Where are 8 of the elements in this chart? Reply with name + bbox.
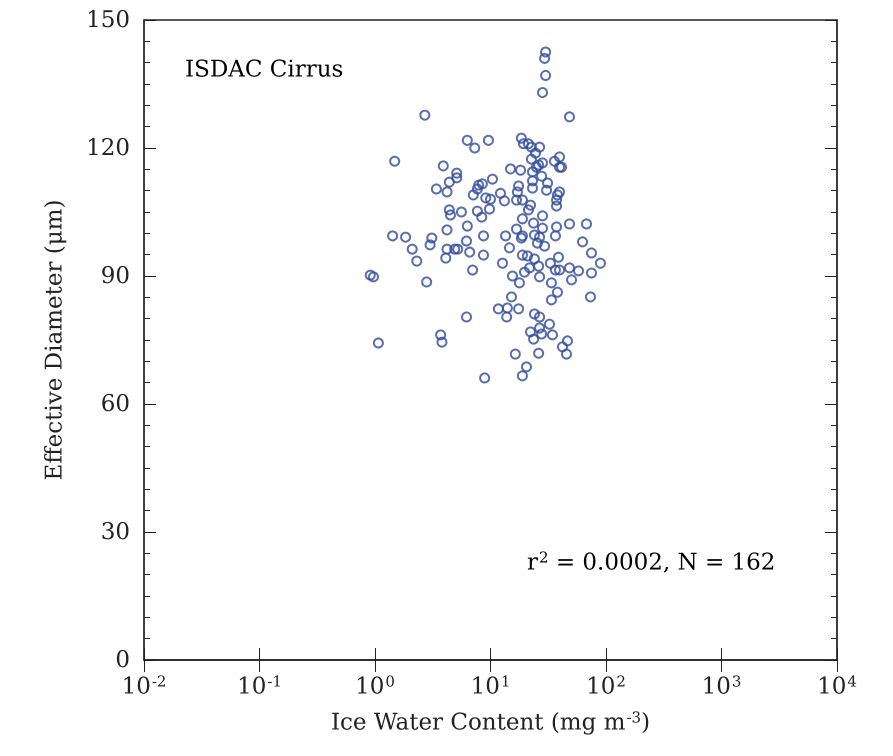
y-tick-label: 90 [100,263,130,289]
y-axis-title: Effective Diameter (μm) [42,200,68,480]
annotation: ISDAC Cirrus [185,56,344,82]
y-tick-label: 150 [86,7,130,33]
y-tick-label: 0 [115,647,130,673]
y-tick-label: 60 [100,391,130,417]
y-tick-label: 120 [86,135,130,161]
y-tick-label: 30 [100,519,130,545]
